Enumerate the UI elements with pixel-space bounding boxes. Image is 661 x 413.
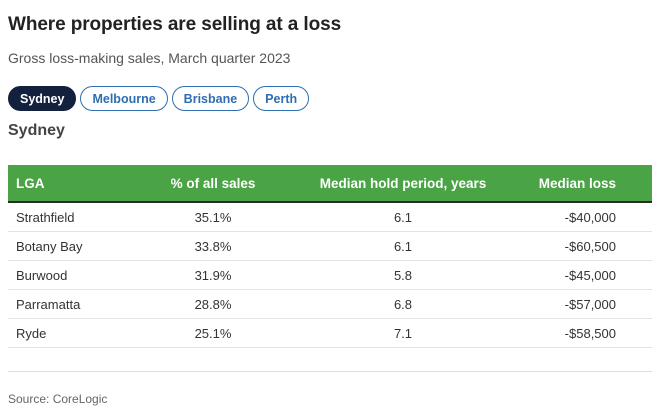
- cell-hold-period: 6.1: [393, 238, 413, 254]
- cell-hold-period: 6.8: [393, 296, 413, 312]
- cell-median-loss: -$57,000: [564, 296, 616, 312]
- cell-median-loss: -$58,500: [564, 325, 616, 341]
- cell-median-loss: -$60,500: [564, 238, 616, 254]
- table-row: Botany Bay 33.8% 6.1 -$60,500: [8, 232, 652, 261]
- table-row: Burwood 31.9% 5.8 -$45,000: [8, 261, 652, 290]
- table-row: Strathfield 35.1% 6.1 -$40,000: [8, 203, 652, 232]
- cell-lga: Burwood: [16, 267, 68, 283]
- table-header: LGA % of all sales Median hold period, y…: [8, 165, 652, 203]
- cell-percent: 33.8%: [194, 238, 232, 254]
- header-percent-sales[interactable]: % of all sales: [170, 175, 256, 191]
- cell-lga: Botany Bay: [16, 238, 83, 254]
- header-median-loss[interactable]: Median loss: [538, 175, 616, 191]
- cell-hold-period: 6.1: [393, 209, 413, 225]
- table-row: Parramatta 28.8% 6.8 -$57,000: [8, 290, 652, 319]
- cell-lga: Parramatta: [16, 296, 81, 312]
- tab-melbourne[interactable]: Melbourne: [80, 86, 168, 111]
- cell-median-loss: -$40,000: [564, 209, 616, 225]
- cell-lga: Ryde: [16, 325, 47, 341]
- section-title: Sydney: [8, 122, 65, 139]
- data-table: LGA % of all sales Median hold period, y…: [8, 165, 652, 348]
- cell-hold-period: 7.1: [393, 325, 413, 341]
- cell-percent: 35.1%: [194, 209, 232, 225]
- cell-median-loss: -$45,000: [564, 267, 616, 283]
- tab-brisbane[interactable]: Brisbane: [171, 86, 250, 111]
- cell-percent: 28.8%: [194, 296, 232, 312]
- cell-percent: 25.1%: [194, 325, 232, 341]
- footer-divider: [8, 371, 652, 372]
- table-row: Ryde 25.1% 7.1 -$58,500: [8, 319, 652, 348]
- page-title: Where properties are selling at a loss: [8, 14, 342, 35]
- cell-percent: 31.9%: [194, 267, 232, 283]
- tab-perth[interactable]: Perth: [253, 86, 310, 111]
- header-hold-period[interactable]: Median hold period, years: [319, 175, 487, 191]
- tab-sydney[interactable]: Sydney: [8, 86, 77, 111]
- cell-lga: Strathfield: [16, 209, 75, 225]
- header-lga[interactable]: LGA: [16, 175, 45, 191]
- city-tabs: Sydney Melbourne Brisbane Perth: [8, 86, 310, 111]
- page-subtitle: Gross loss-making sales, March quarter 2…: [8, 50, 291, 66]
- cell-hold-period: 5.8: [393, 267, 413, 283]
- source-note: Source: CoreLogic: [8, 392, 108, 406]
